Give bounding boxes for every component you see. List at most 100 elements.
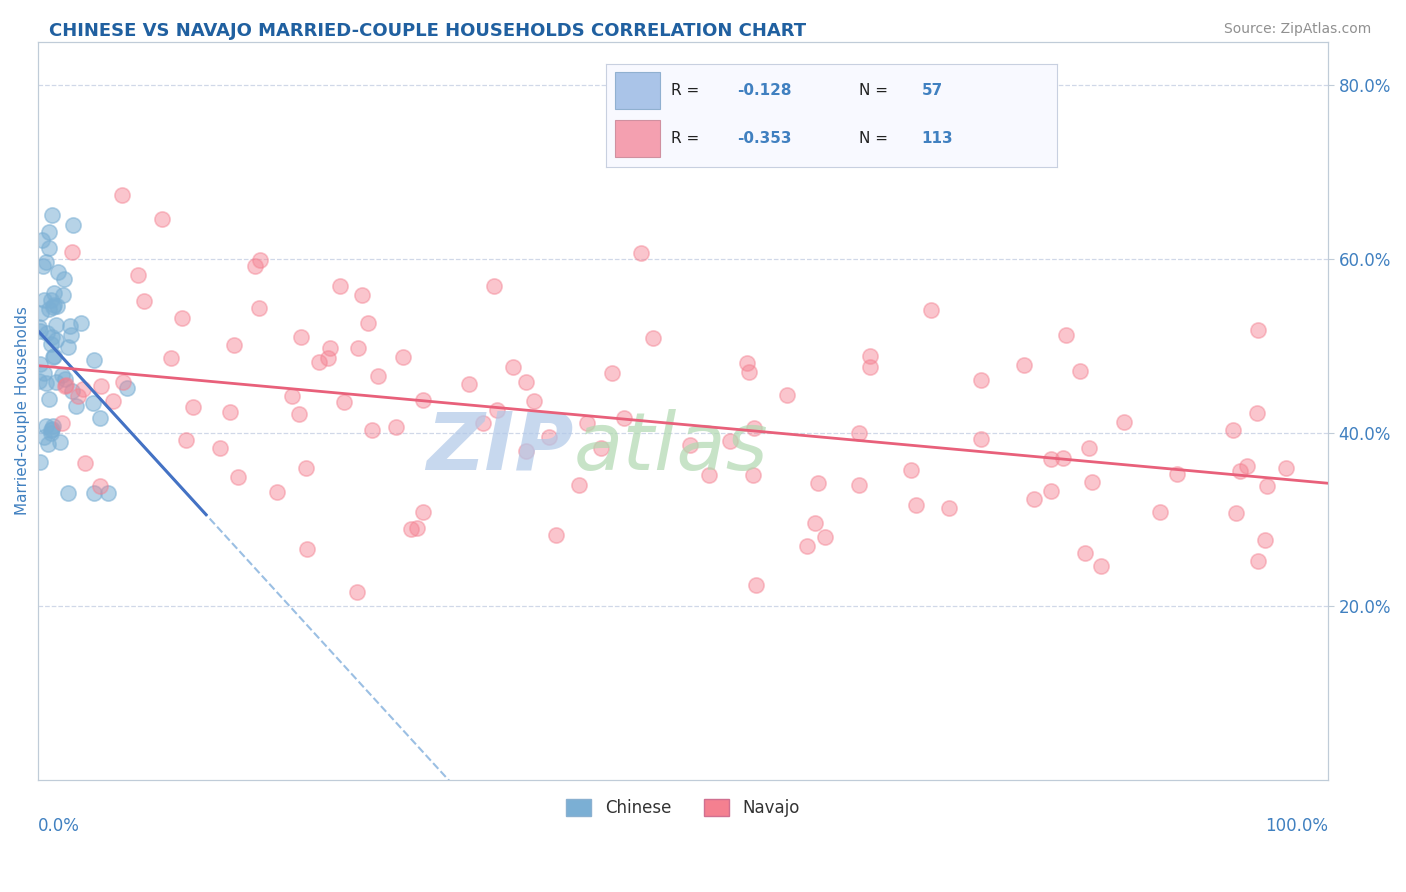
Point <box>89 479 111 493</box>
Point <box>900 463 922 477</box>
Point <box>406 521 429 535</box>
Point <box>35 326 58 341</box>
Point <box>243 260 266 274</box>
Point <box>41 422 63 436</box>
Point <box>357 316 380 330</box>
Text: CHINESE VS NAVAJO MARRIED-COUPLE HOUSEHOLDS CORRELATION CHART: CHINESE VS NAVAJO MARRIED-COUPLE HOUSEHO… <box>49 22 806 40</box>
Point <box>1069 364 1091 378</box>
Point <box>1222 423 1244 437</box>
Point <box>316 351 339 366</box>
Point <box>28 319 51 334</box>
Point <box>515 376 537 390</box>
Legend: Chinese, Navajo: Chinese, Navajo <box>560 792 807 823</box>
Point <box>848 478 870 492</box>
Point <box>97 486 120 500</box>
Point <box>34 293 56 307</box>
Point <box>1081 475 1104 489</box>
Point <box>45 318 67 332</box>
Point <box>1040 452 1063 467</box>
Point <box>28 357 51 371</box>
Point <box>66 389 89 403</box>
Text: Source: ZipAtlas.com: Source: ZipAtlas.com <box>1223 22 1371 37</box>
Point <box>38 301 60 316</box>
Point <box>41 418 63 433</box>
Point <box>308 355 330 369</box>
Point <box>53 379 76 393</box>
Point <box>32 430 55 444</box>
Point <box>30 324 52 338</box>
Point <box>44 349 66 363</box>
Point <box>38 392 60 407</box>
Point <box>83 486 105 500</box>
Point <box>938 500 960 515</box>
Point <box>360 423 382 437</box>
Point <box>744 421 766 435</box>
Text: 0.0%: 0.0% <box>38 817 80 835</box>
Point <box>1225 506 1247 520</box>
Point <box>89 411 111 425</box>
Point <box>60 384 83 398</box>
Point <box>69 316 91 330</box>
Point <box>45 299 67 313</box>
Point <box>288 407 311 421</box>
Point <box>83 353 105 368</box>
Point <box>630 246 652 260</box>
Point <box>718 434 741 448</box>
Point <box>745 578 768 592</box>
Point <box>42 298 65 312</box>
Point <box>150 212 173 227</box>
Point <box>295 542 318 557</box>
Point <box>51 368 73 382</box>
Point <box>51 416 73 430</box>
Point <box>46 265 69 279</box>
Point <box>28 375 51 389</box>
Point <box>35 376 58 390</box>
Text: 100.0%: 100.0% <box>1265 817 1329 835</box>
Point <box>485 403 508 417</box>
Point <box>30 306 52 320</box>
Point <box>970 432 993 446</box>
Point <box>34 255 56 269</box>
Point <box>38 241 60 255</box>
Point <box>209 441 232 455</box>
Point <box>39 423 62 437</box>
Point <box>294 461 316 475</box>
Point <box>38 225 60 239</box>
Point <box>412 392 434 407</box>
Point <box>346 585 368 599</box>
Point <box>1229 464 1251 478</box>
Point <box>1247 554 1270 568</box>
Point <box>103 393 125 408</box>
Point <box>59 327 82 342</box>
Point <box>32 260 55 274</box>
Point <box>90 379 112 393</box>
Point <box>735 356 758 370</box>
Point <box>28 455 51 469</box>
Point <box>1247 322 1270 336</box>
Point <box>62 245 84 260</box>
Point <box>53 271 76 285</box>
Point <box>53 371 76 385</box>
Point <box>73 456 96 470</box>
Point <box>228 470 250 484</box>
Point <box>222 338 245 352</box>
Point <box>1256 479 1278 493</box>
Point <box>44 375 66 389</box>
Point <box>115 381 138 395</box>
Point <box>48 434 70 449</box>
Point <box>814 529 837 543</box>
Point <box>399 523 422 537</box>
Point <box>796 539 818 553</box>
Point <box>859 349 882 363</box>
Point <box>546 527 568 541</box>
Point <box>1078 441 1101 455</box>
Point <box>112 375 135 389</box>
Point <box>807 476 830 491</box>
Point <box>111 187 134 202</box>
Point <box>600 367 623 381</box>
Point <box>347 341 370 355</box>
Point <box>32 366 55 380</box>
Point <box>65 400 87 414</box>
Point <box>82 396 104 410</box>
Text: atlas: atlas <box>574 409 768 487</box>
